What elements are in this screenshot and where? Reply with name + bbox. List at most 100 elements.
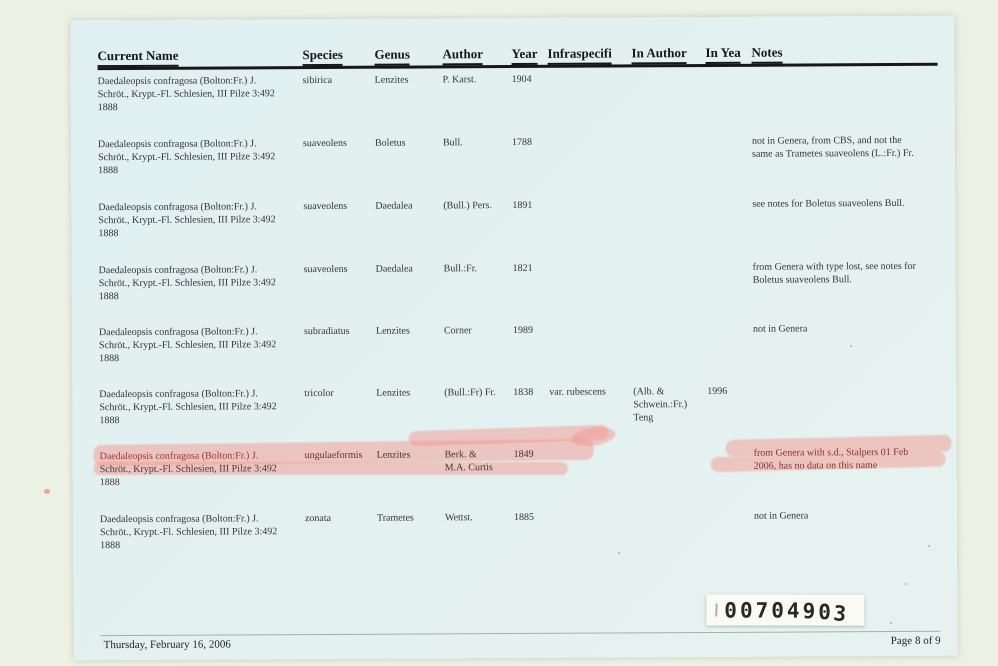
stamp-label: 0 0 7 0 4 9 0 3 (706, 594, 865, 626)
cell-author: (Bull.) Pers. (443, 200, 492, 212)
cell-in-year (706, 72, 752, 111)
column-header-species: Species (302, 46, 374, 67)
cell-infraspecific (550, 447, 634, 486)
cell-in-year: 1996 (707, 385, 728, 397)
cell-year: 1821 (512, 262, 533, 275)
cell-current-name: Daedaleopsis confragosa (Bolton:Fr.) J. … (97, 138, 276, 177)
cell-year: 1838 (513, 386, 534, 399)
cell-infraspecific (548, 198, 632, 237)
table-row: Daedaleopsis confragosa (Bolton:Fr.) J. … (99, 260, 939, 303)
cell-year: 1788 (511, 136, 533, 149)
stamp-digit: 0 (739, 598, 753, 623)
cell-infraspecific (548, 72, 632, 111)
column-header-genus: Genus (374, 46, 442, 66)
cell-genus: Daedalea (375, 200, 413, 212)
table-row: Daedaleopsis confragosa (Bolton:Fr.) J. … (99, 384, 939, 427)
column-header-year: Year (511, 45, 547, 66)
cell-genus: Trametes (376, 512, 414, 524)
cell-current-name: Daedaleopsis confragosa (Bolton:Fr.) J. … (98, 326, 277, 365)
scan-speck (928, 545, 930, 547)
cell-notes (753, 384, 939, 424)
cell-genus: Boletus (374, 137, 406, 149)
cell-genus: Daedalea (375, 263, 413, 275)
table-row: Daedaleopsis confragosa (Bolton:Fr.) J. … (99, 322, 939, 365)
cell-in-year (706, 198, 752, 237)
cell-author: Wettst. (444, 512, 473, 524)
cell-in-year (706, 135, 752, 174)
cell-notes (752, 71, 938, 111)
stamp-digit: 0 (818, 599, 831, 624)
scan-speck (618, 552, 620, 554)
stamp-digit: 3 (832, 600, 848, 626)
cell-infraspecific (548, 135, 632, 174)
cell-genus: Lenzites (374, 74, 409, 86)
cell-in-year (707, 261, 753, 300)
cell-infraspecific (549, 323, 633, 362)
column-header-current-name: Current Name (97, 47, 302, 68)
cell-notes: from Genera with s.d., Stalpers 01 Feb 2… (753, 446, 909, 472)
cell-notes: not in Genera (753, 510, 809, 522)
table-row: Daedaleopsis confragosa (Bolton:Fr.) J. … (98, 134, 938, 177)
cell-author: Bull. (442, 137, 463, 149)
cell-in-author (633, 261, 707, 300)
scan-speck (850, 345, 852, 347)
cell-genus: Lenzites (376, 387, 411, 399)
cell-infraspecific: var. rubescens (549, 386, 606, 398)
cell-current-name: Daedaleopsis confragosa (Bolton:Fr.) J. … (97, 75, 275, 114)
cell-genus: Lenzites (375, 325, 410, 337)
cell-in-author (632, 72, 706, 111)
cell-in-year (708, 510, 754, 549)
scan-speck (890, 622, 892, 624)
stamp-digit: 7 (755, 598, 769, 623)
cell-author: Berk. & M.A. Curtis (444, 449, 493, 474)
cell-current-name: Daedaleopsis confragosa (Bolton:Fr.) J. … (99, 513, 278, 552)
cell-genus: Lenzites (376, 449, 411, 461)
cell-species: zonata (304, 512, 332, 525)
cell-notes: not in Genera (752, 323, 808, 335)
cell-notes: from Genera with type lost, see notes fo… (752, 260, 916, 286)
cell-current-name: Daedaleopsis confragosa (Bolton:Fr.) J. … (99, 450, 277, 489)
cell-author: P. Karst. (442, 74, 477, 86)
cell-current-name: Daedaleopsis confragosa (Bolton:Fr.) J. … (98, 201, 276, 240)
table-row: Daedaleopsis confragosa (Bolton:Fr.) J. … (98, 71, 938, 114)
cell-author: (Bull.:Fr) Fr. (444, 387, 496, 399)
stamp-digit: 0 (724, 597, 737, 622)
cell-species: subradiatus (303, 325, 350, 338)
cell-year: 1989 (512, 324, 533, 337)
cell-year: 1891 (512, 199, 533, 212)
cell-in-year (708, 447, 754, 486)
cell-species: ungulaeformis (304, 449, 363, 462)
stamp-digit: 0 (771, 598, 784, 623)
cell-in-author (632, 135, 706, 174)
table-row: Daedaleopsis confragosa (Bolton:Fr.) J. … (100, 509, 940, 552)
cell-species: sibirica (302, 74, 333, 87)
cell-in-author (634, 447, 708, 486)
cell-in-author: (Alb. & Schwein.:Fr.) Teng (633, 386, 688, 424)
cell-species: suaveolens (302, 137, 347, 150)
cell-author: Bull.:Fr. (443, 263, 478, 275)
column-header-in-author: In Author (631, 45, 705, 65)
document-page: Current Name Species Genus Author Year I… (70, 15, 958, 661)
stamp-digit: 9 (802, 598, 816, 623)
cell-in-author (634, 510, 708, 549)
cell-species: suaveolens (303, 200, 348, 213)
cell-species: tricolor (304, 387, 334, 400)
stamp-digit: 4 (786, 598, 800, 623)
footer-page-number: Page 8 of 9 (890, 634, 941, 648)
cell-in-year (707, 323, 753, 362)
cell-year: 1849 (513, 448, 534, 461)
table-row-highlighted: Daedaleopsis confragosa (Bolton:Fr.) J. … (100, 446, 940, 489)
cell-notes: see notes for Boletus suaveolens Bull. (752, 197, 905, 210)
cell-year: 1885 (513, 511, 534, 524)
cell-year: 1904 (511, 73, 532, 86)
table-row: Daedaleopsis confragosa (Bolton:Fr.) J. … (98, 197, 938, 240)
column-header-notes: Notes (751, 44, 937, 64)
cell-species: suaveolens (303, 263, 348, 276)
scan-speck (44, 489, 50, 494)
column-header-infraspecific: Infraspecifi (547, 45, 631, 65)
cell-infraspecific (549, 261, 633, 300)
cell-current-name: Daedaleopsis confragosa (Bolton:Fr.) J. … (98, 264, 276, 303)
cell-in-author (633, 323, 707, 362)
cell-current-name: Daedaleopsis confragosa (Bolton:Fr.) J. … (99, 388, 277, 427)
cell-notes: not in Genera, from CBS, and not the sam… (751, 134, 914, 160)
